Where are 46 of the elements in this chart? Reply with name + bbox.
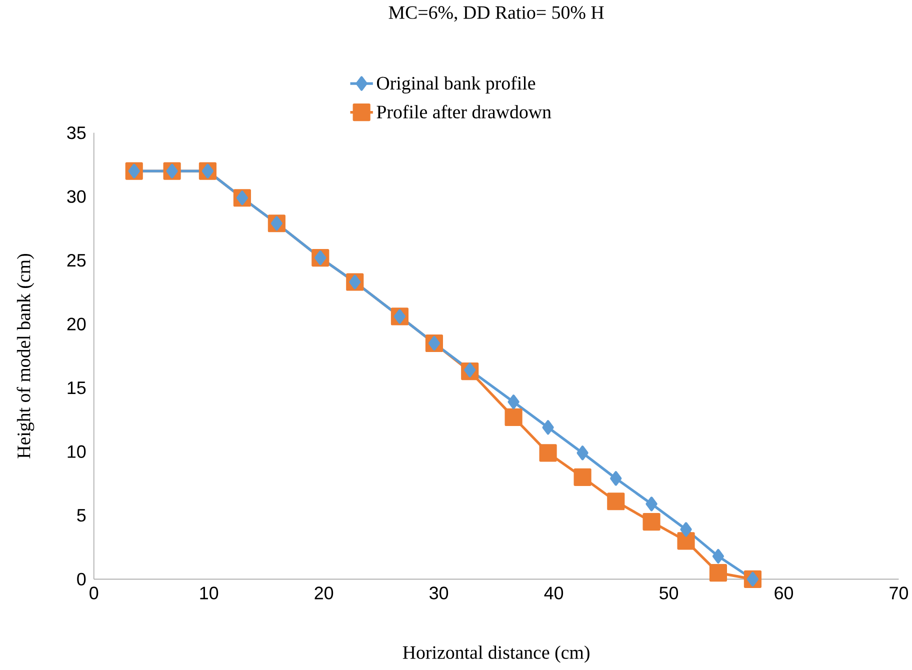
- y-axis-title: Height of model bank (cm): [16, 254, 34, 458]
- point: [202, 164, 214, 178]
- x-tick-label: 10: [200, 586, 218, 600]
- point: [610, 471, 622, 486]
- point: [646, 496, 658, 512]
- point: [642, 512, 660, 531]
- point: [680, 522, 692, 537]
- y-tick-label: 30: [67, 190, 86, 203]
- point: [508, 394, 520, 410]
- x-tick-label: 0: [90, 586, 98, 600]
- y-tick-label: 20: [67, 318, 86, 330]
- point: [428, 336, 440, 351]
- point: [677, 532, 695, 550]
- point: [712, 548, 724, 564]
- x-tick-label: 60: [774, 586, 794, 600]
- point: [746, 572, 759, 586]
- y-tick-label: 35: [67, 126, 86, 140]
- point: [236, 190, 248, 206]
- point: [166, 164, 178, 178]
- point: [709, 564, 728, 582]
- point: [576, 446, 588, 460]
- y-tick-label: 25: [67, 254, 86, 267]
- point: [607, 492, 625, 510]
- point: [270, 216, 282, 231]
- x-tick-label: 30: [430, 586, 448, 600]
- y-tick-label: 15: [68, 382, 86, 394]
- x-axis-title: Horizontal distance (cm): [402, 646, 590, 663]
- x-tick-label: 20: [314, 586, 334, 600]
- point: [349, 274, 361, 290]
- legend-label: Profile after drawdown: [376, 104, 552, 118]
- point: [504, 408, 522, 426]
- y-tick-label: 0: [77, 572, 86, 586]
- x-tick-label: 70: [890, 586, 908, 600]
- point: [314, 250, 326, 266]
- legend-label: Original bank profile: [376, 76, 536, 94]
- point: [128, 164, 140, 178]
- chart-title: MC=6%, DD Ratio= 50% H: [388, 6, 604, 22]
- point: [394, 309, 406, 324]
- point: [539, 444, 557, 462]
- point: [464, 362, 476, 378]
- x-tick-label: 40: [544, 586, 564, 600]
- x-tick-label: 50: [660, 586, 678, 600]
- point: [542, 420, 554, 435]
- point: [574, 468, 592, 486]
- y-tick-label: 5: [77, 509, 86, 522]
- y-tick-label: 10: [68, 445, 86, 458]
